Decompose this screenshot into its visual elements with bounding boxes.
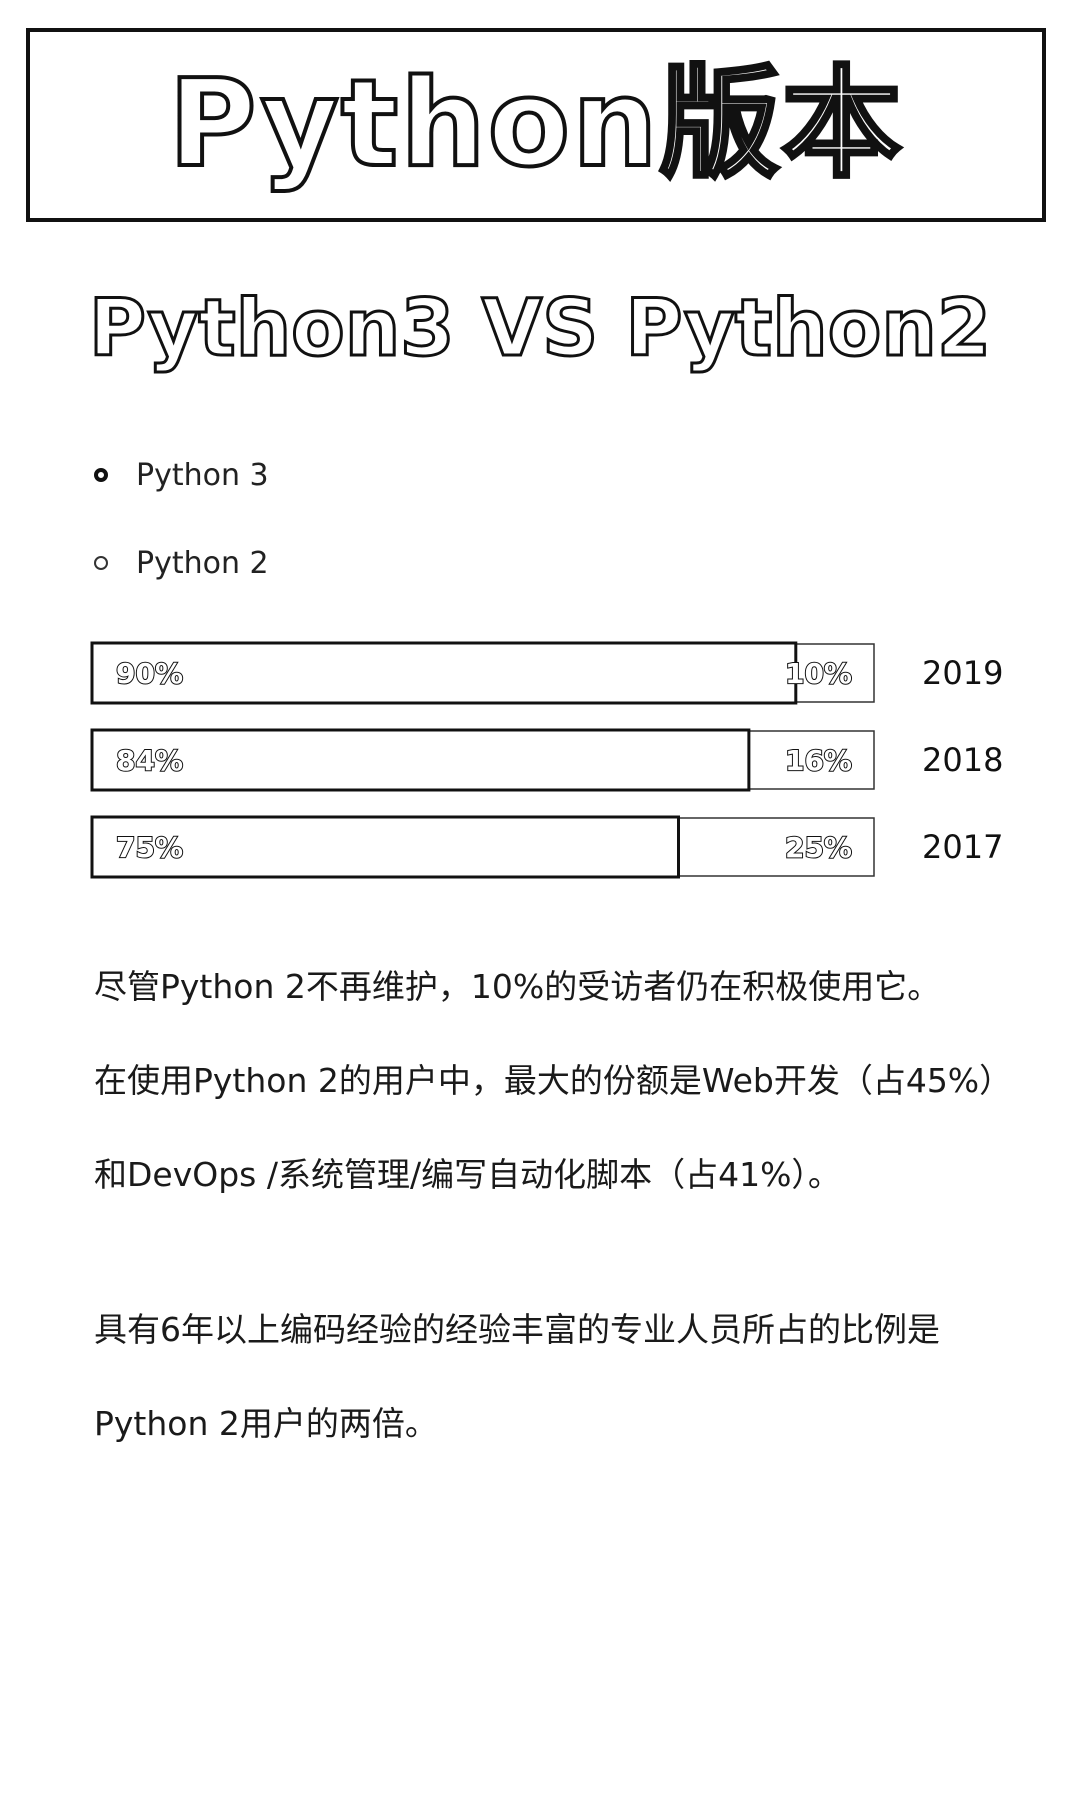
bar-label-python2-2017: 25% [785,831,852,864]
paragraph-line: Python 2用户的两倍。 [94,1404,438,1443]
chart-title: Python3 VS Python2 [87,284,992,374]
category-label-2019: 2019 [922,654,1003,692]
legend-marker-python3 [94,468,108,482]
bar-python3-2017 [90,815,680,879]
legend-label-python3: Python 3 [136,457,269,493]
stacked-bar-chart: 90% 10% 2019 84% 16% 2018 75% 25% 2017 [90,641,1003,879]
summary-paragraph-2: 具有6年以上编码经验的经验丰富的专业人员所占的比例是 Python 2用户的两倍… [94,1283,1034,1471]
category-label-2018: 2018 [922,741,1003,779]
paragraph-line: 具有6年以上编码经验的经验丰富的专业人员所占的比例是 [94,1310,940,1349]
bar-label-python3-2018: 84% [116,744,183,777]
legend-item-python3: Python 3 [94,455,269,495]
bar-label-python3-2019: 90% [116,657,183,690]
bar-python2-2019 [795,643,875,703]
category-label-2017: 2017 [922,828,1003,866]
legend-marker-python2 [94,556,108,570]
bar-python3-2018 [90,728,751,792]
paragraph-line: 和DevOps /系统管理/编写自动化脚本（占41%）。 [94,1155,841,1194]
paragraph-line: 尽管Python 2不再维护，10%的受访者仍在积极使用它。 [94,967,941,1006]
banner-title: Python版本 [166,55,904,194]
paragraph-line: 在使用Python 2的用户中，最大的份额是Web开发（占45%） [94,1061,1013,1100]
bar-label-python3-2017: 75% [116,831,183,864]
legend-item-python2: Python 2 [94,543,269,583]
bar-label-python2-2019: 10% [785,657,852,690]
title-banner: Python版本 [26,28,1046,222]
bar-python3-2019 [90,641,798,705]
bar-python2-2017 [677,817,875,877]
bar-python2-2018 [748,730,875,790]
summary-paragraph-1: 尽管Python 2不再维护，10%的受访者仍在积极使用它。 在使用Python… [94,940,1034,1222]
chart-legend: Python 3 Python 2 [94,455,269,631]
bar-label-python2-2018: 16% [785,744,852,777]
legend-label-python2: Python 2 [136,545,269,581]
